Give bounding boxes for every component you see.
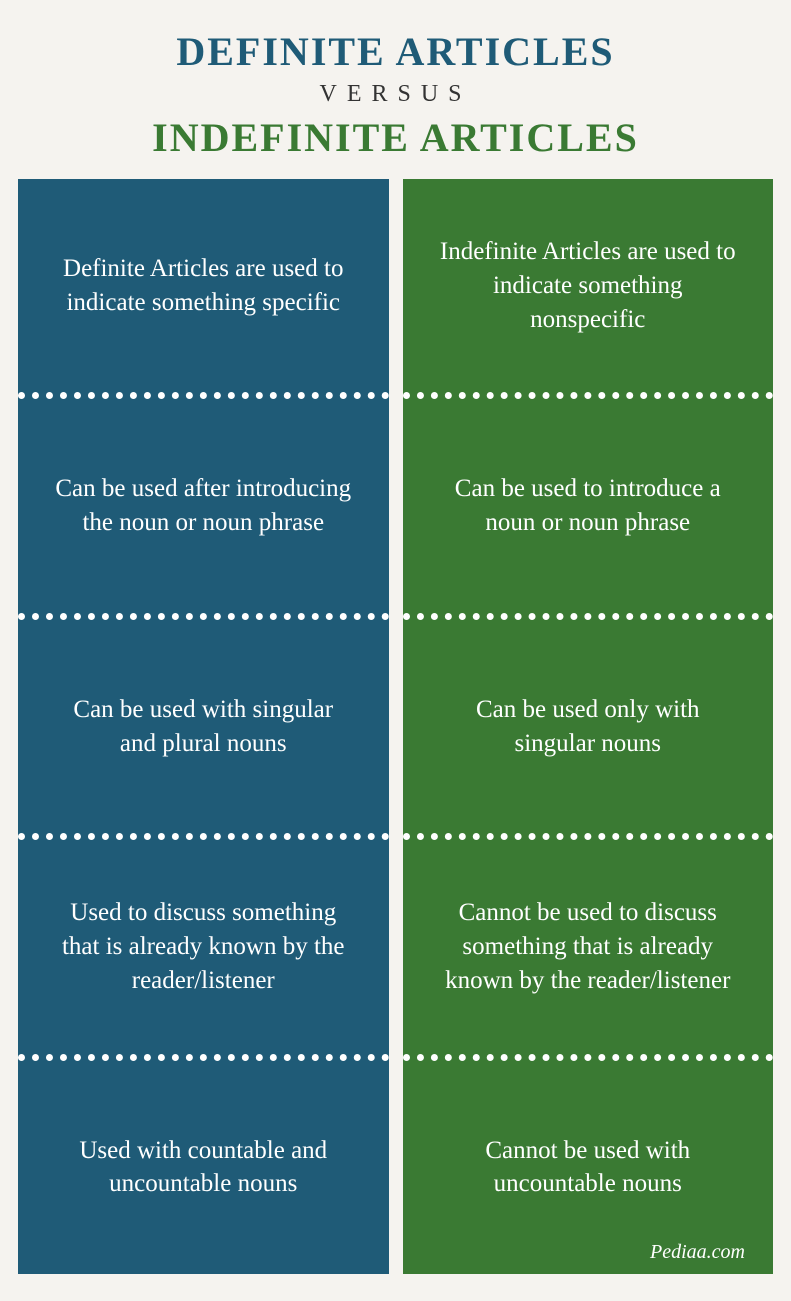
- row-divider: [18, 1054, 389, 1061]
- row-divider: [403, 833, 774, 840]
- comparison-columns: Definite Articles are used to indicate s…: [0, 179, 791, 1274]
- definite-cell: Can be used with singular and plural nou…: [18, 620, 389, 833]
- indefinite-column: Indefinite Articles are used to indicate…: [403, 179, 774, 1274]
- row-divider: [403, 1054, 774, 1061]
- definite-cell: Definite Articles are used to indicate s…: [18, 179, 389, 392]
- row-divider: [18, 392, 389, 399]
- indefinite-cell: Can be used only with singular nouns: [403, 620, 774, 833]
- definite-cell: Used with countable and uncountable noun…: [18, 1061, 389, 1274]
- title-indefinite: INDEFINITE ARTICLES: [0, 114, 791, 161]
- indefinite-cell: Indefinite Articles are used to indicate…: [403, 179, 774, 392]
- source-credit: Pediaa.com: [650, 1241, 745, 1264]
- header: DEFINITE ARTICLES VERSUS INDEFINITE ARTI…: [0, 0, 791, 179]
- row-divider: [403, 613, 774, 620]
- definite-column: Definite Articles are used to indicate s…: [18, 179, 389, 1274]
- column-gap: [389, 179, 403, 1274]
- row-divider: [403, 392, 774, 399]
- definite-cell: Used to discuss something that is alread…: [18, 840, 389, 1053]
- row-divider: [18, 613, 389, 620]
- row-divider: [18, 833, 389, 840]
- title-definite: DEFINITE ARTICLES: [0, 28, 791, 75]
- title-versus: VERSUS: [0, 81, 791, 108]
- indefinite-cell: Cannot be used to discuss something that…: [403, 840, 774, 1053]
- definite-cell: Can be used after introducing the noun o…: [18, 399, 389, 612]
- indefinite-cell: Can be used to introduce a noun or noun …: [403, 399, 774, 612]
